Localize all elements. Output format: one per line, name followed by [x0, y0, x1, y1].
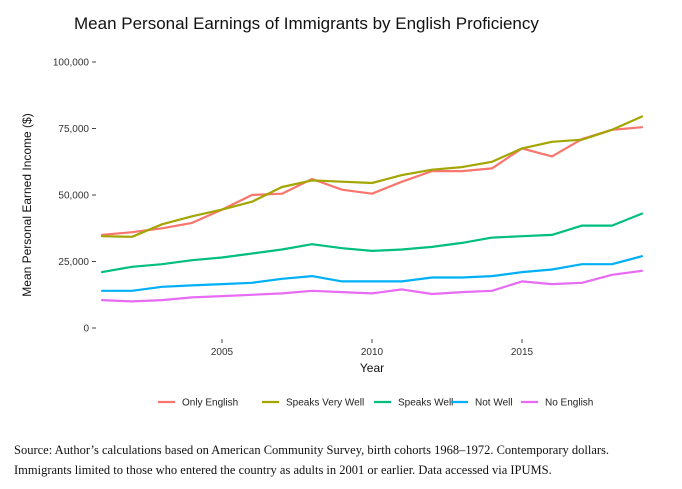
legend: Only English Speaks Very Well Speaks Well N… — [158, 398, 593, 409]
y-tick-label: 75,000 — [58, 124, 89, 135]
x-tick-label: 2015 — [511, 347, 534, 358]
series-line-not-well — [100, 255, 644, 292]
legend-label-speaks-very-well: Speaks Very Well — [286, 398, 364, 409]
y-axis-label: Mean Personal Earned Income ($) — [20, 113, 34, 296]
y-axis: 0 25,000 50,000 75,000 100,000 — [53, 58, 96, 335]
source-note: Source: Author’s calculations based on A… — [14, 440, 674, 480]
x-tick-label: 2010 — [361, 347, 384, 358]
series-line-only-english — [100, 126, 644, 236]
legend-label-not-well: Not Well — [475, 398, 513, 409]
chart-title: Mean Personal Earnings of Immigrants by … — [74, 14, 539, 33]
series-line-speaks-very-well — [100, 115, 644, 238]
x-axis: 2005 2010 2015 — [211, 339, 534, 358]
y-tick-label: 0 — [83, 324, 89, 335]
series-line-speaks-well — [100, 212, 644, 274]
source-note-line-2: Immigrants limited to those who entered … — [14, 463, 552, 477]
y-tick-label: 50,000 — [58, 191, 89, 202]
legend-label-only-english: Only English — [182, 398, 238, 409]
y-tick-label: 25,000 — [58, 257, 89, 268]
y-tick-label: 100,000 — [53, 58, 90, 69]
series-line-no-english — [100, 269, 644, 303]
x-tick-label: 2005 — [211, 347, 234, 358]
x-axis-label: Year — [360, 361, 384, 375]
legend-label-speaks-well: Speaks Well — [398, 398, 453, 409]
series-lines — [100, 115, 644, 303]
source-note-line-1: Source: Author’s calculations based on A… — [14, 443, 610, 457]
earnings-line-chart: Mean Personal Earnings of Immigrants by … — [20, 14, 644, 409]
legend-label-no-english: No English — [545, 398, 593, 409]
